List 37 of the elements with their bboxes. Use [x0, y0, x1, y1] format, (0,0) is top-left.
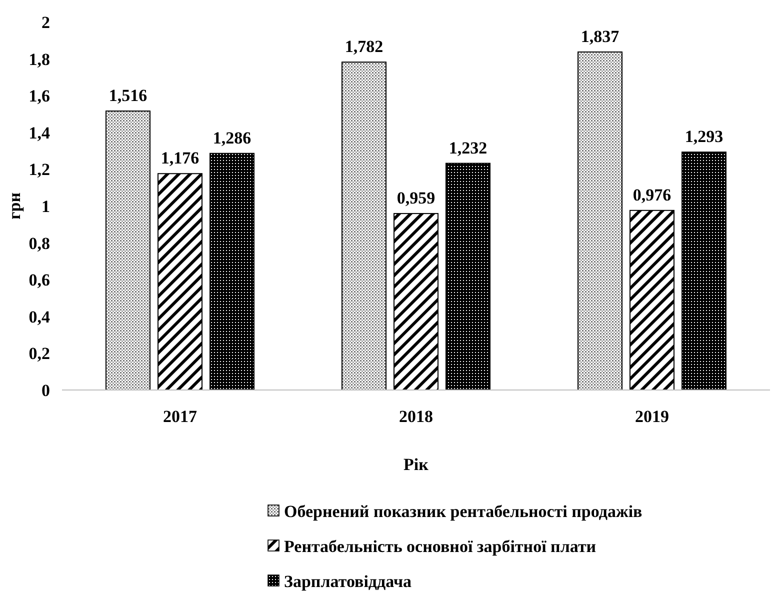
bar — [210, 152, 254, 390]
y-tick-label: 2 — [42, 12, 50, 32]
data-label: 1,782 — [344, 37, 384, 56]
y-tick-label: 1,6 — [28, 86, 50, 106]
data-label: 1,837 — [580, 26, 620, 46]
data-label: 0,959 — [396, 188, 436, 208]
bar — [106, 110, 150, 390]
y-tick-label: 1,2 — [28, 160, 50, 180]
y-tick-label: 1,8 — [28, 50, 50, 69]
x-axis-title: Рік — [404, 455, 429, 474]
bar — [682, 152, 726, 390]
y-tick-label: 0,6 — [28, 270, 50, 290]
x-tick-label: 2019 — [635, 407, 669, 426]
x-tick-label: 2017 — [163, 407, 198, 426]
bar — [394, 213, 438, 390]
bar — [630, 210, 674, 390]
data-label: 1,176 — [160, 148, 200, 168]
y-tick-label: 0,8 — [28, 234, 50, 253]
y-tick-label: 0,4 — [28, 307, 50, 326]
data-label: 1,293 — [684, 127, 724, 146]
data-label: 1,516 — [108, 86, 148, 106]
y-tick-label: 1 — [42, 196, 50, 216]
data-label: 1,286 — [212, 128, 252, 148]
y-tick-label: 1,4 — [28, 123, 50, 142]
legend-label: Зарплатовіддача — [284, 572, 412, 591]
legend-label: Обернений показник рентабельності продажів — [284, 502, 642, 521]
y-axis-title: грн — [5, 192, 24, 220]
data-label: 0,976 — [632, 185, 672, 204]
data-label: 1,232 — [448, 138, 488, 158]
bar — [342, 62, 386, 390]
y-tick-label: 0 — [42, 380, 50, 400]
y-tick-label: 0,2 — [28, 344, 50, 364]
bar — [158, 173, 202, 390]
legend-label: Рентабельність основної зарбітної плати — [284, 536, 596, 556]
bar — [446, 162, 490, 390]
x-tick-label: 2018 — [399, 407, 433, 426]
bar — [578, 51, 622, 390]
